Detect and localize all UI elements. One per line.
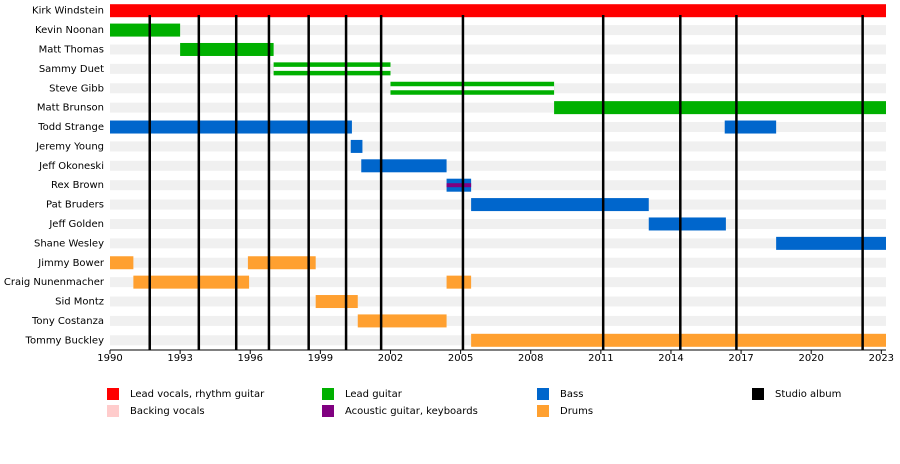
tenure-bar xyxy=(315,295,358,309)
member-name: Sammy Duet xyxy=(39,64,104,75)
tenure-bar xyxy=(648,217,726,231)
x-tick-label: 2014 xyxy=(658,353,683,364)
row-stripe xyxy=(110,180,886,191)
legend-swatch xyxy=(537,405,549,417)
legend-label: Backing vocals xyxy=(130,406,205,417)
legend-label: Lead vocals, rhythm guitar xyxy=(130,389,265,400)
x-tick-label: 2020 xyxy=(798,353,823,364)
member-name: Tony Costanza xyxy=(31,316,104,327)
tenure-bar xyxy=(110,23,181,37)
row-stripe xyxy=(110,63,886,74)
member-name: Sid Montz xyxy=(55,297,104,308)
tenure-bar xyxy=(350,139,363,153)
tenure-bar xyxy=(446,275,472,289)
tenure-bar xyxy=(554,101,886,115)
legend-label: Studio album xyxy=(775,389,841,400)
tenure-bar xyxy=(357,314,447,328)
tenure-bar xyxy=(247,256,316,270)
member-name: Matt Brunson xyxy=(37,103,104,114)
legend-swatch xyxy=(322,405,334,417)
legend-swatch xyxy=(537,388,549,400)
legend-swatch xyxy=(107,388,119,400)
x-tick-label: 1996 xyxy=(238,353,263,364)
member-name: Jimmy Bower xyxy=(37,258,105,269)
tenure-bar xyxy=(724,120,777,134)
member-name: Kevin Noonan xyxy=(35,25,104,36)
row-stripe xyxy=(110,218,886,229)
row-stripe xyxy=(110,296,886,307)
legend-swatch xyxy=(752,388,764,400)
x-tick-label: 2005 xyxy=(448,353,473,364)
member-name: Steve Gibb xyxy=(49,83,104,94)
member-name: Jeff Golden xyxy=(48,219,104,230)
member-name: Jeremy Young xyxy=(35,141,104,152)
member-name: Shane Wesley xyxy=(34,238,104,249)
legend-swatch xyxy=(322,388,334,400)
tenure-bar xyxy=(110,4,886,18)
member-name: Matt Thomas xyxy=(39,44,104,55)
secondary-role xyxy=(273,66,391,71)
row-stripe xyxy=(110,44,886,55)
x-tick-label: 2002 xyxy=(378,353,403,364)
member-name: Todd Strange xyxy=(37,122,104,133)
x-tick-label: 1999 xyxy=(308,353,333,364)
member-name: Craig Nunenmacher xyxy=(4,277,105,288)
secondary-role xyxy=(446,183,472,188)
row-stripe xyxy=(110,277,886,288)
legend-label: Bass xyxy=(560,389,583,400)
secondary-role xyxy=(390,86,555,91)
x-tick-label: 2011 xyxy=(588,353,613,364)
tenure-bar xyxy=(133,275,250,289)
member-name: Pat Bruders xyxy=(46,200,104,211)
tenure-bar xyxy=(361,159,447,173)
legend-label: Acoustic guitar, keyboards xyxy=(345,406,478,417)
x-tick-label: 1990 xyxy=(97,353,122,364)
tenure-bar xyxy=(110,256,134,270)
tenure-bar xyxy=(471,333,886,347)
row-stripe xyxy=(110,315,886,326)
member-name: Jeff Okoneski xyxy=(38,161,104,172)
tenure-bar xyxy=(776,236,886,250)
tenure-bar xyxy=(180,42,274,56)
row-stripe xyxy=(110,141,886,152)
row-stripe xyxy=(110,122,886,133)
row-stripe xyxy=(110,257,886,268)
tenure-bar xyxy=(471,198,649,212)
x-tick-label: 2023 xyxy=(869,353,894,364)
member-name: Rex Brown xyxy=(51,180,104,191)
x-tick-label: 2008 xyxy=(518,353,543,364)
legend-label: Drums xyxy=(560,406,593,417)
member-name: Kirk Windstein xyxy=(32,6,104,17)
row-stripe xyxy=(110,160,886,171)
legend-label: Lead guitar xyxy=(345,389,403,400)
row-stripe xyxy=(110,25,886,36)
x-tick-label: 1993 xyxy=(167,353,192,364)
row-stripe xyxy=(110,238,886,249)
tenure-bar xyxy=(110,120,352,134)
member-name: Tommy Buckley xyxy=(25,335,105,346)
legend-swatch xyxy=(107,405,119,417)
x-tick-label: 2017 xyxy=(728,353,753,364)
row-stripe xyxy=(110,102,886,113)
